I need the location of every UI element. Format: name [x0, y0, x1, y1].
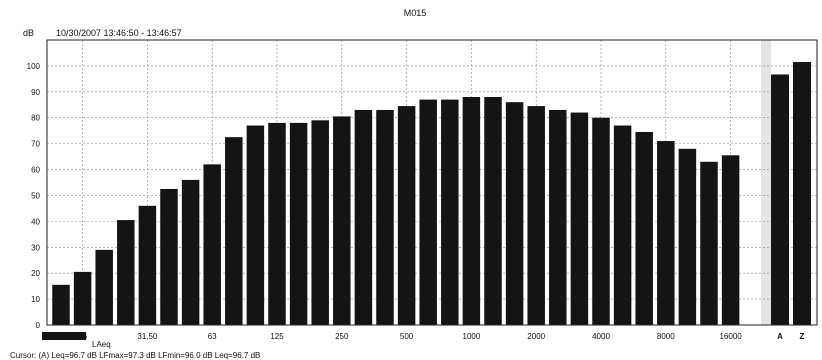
y-axis-unit: dB [23, 28, 34, 38]
bar-band-400 [376, 109, 394, 325]
bar-band-31.5 [138, 205, 157, 325]
total-tick-label: Z [800, 332, 805, 341]
bar-band-500 [397, 106, 416, 326]
legend-label: LAeq [92, 340, 111, 349]
bar-band-100 [246, 125, 265, 325]
x-tick-label: 8000 [657, 332, 675, 341]
bar-band-10000 [678, 148, 697, 325]
bar-band-25 [117, 220, 135, 325]
cursor-readout: Cursor: (A) Leq=96.7 dB LFmax=97.3 dB LF… [10, 351, 260, 360]
bar-band-1000 [462, 97, 481, 325]
bar-band-80 [225, 137, 243, 325]
bar-band-250 [333, 116, 351, 325]
bar-band-50 [181, 179, 200, 325]
bar-band-12.5 [52, 284, 70, 325]
x-tick-label: 2000 [527, 332, 545, 341]
bar-band-16 [73, 271, 92, 325]
y-tick-label: 10 [31, 295, 40, 304]
x-tick-label: 4000 [592, 332, 610, 341]
y-tick-label: 80 [31, 114, 40, 123]
bar-band-63 [203, 164, 221, 325]
separator-band [761, 40, 771, 325]
y-tick-label: 30 [31, 243, 40, 252]
bar-band-2000 [527, 106, 545, 326]
x-tick-label: 125 [270, 332, 284, 341]
bar-band-16000 [721, 155, 740, 325]
bar-band-3150 [570, 112, 589, 325]
y-tick-label: 20 [31, 269, 40, 278]
chart-title: M015 [404, 8, 427, 18]
x-tick-label: 16000 [719, 332, 742, 341]
bar-band-315 [354, 109, 373, 325]
y-tick-label: 0 [36, 321, 41, 330]
bar-band-12500 [700, 161, 718, 325]
bar-layer [52, 62, 811, 326]
y-tick-label: 40 [31, 217, 40, 226]
bar-band-160 [289, 122, 308, 325]
x-tick-label: 1000 [463, 332, 481, 341]
bar-band-800 [441, 99, 459, 325]
x-tick-label: 500 [400, 332, 414, 341]
bar-band-200 [311, 120, 329, 326]
bar-total-A [771, 74, 789, 325]
bar-band-8000 [657, 141, 675, 325]
total-tick-label: A [777, 332, 783, 341]
y-tick-label: 90 [31, 88, 40, 97]
bar-band-125 [268, 122, 286, 325]
bar-band-40 [160, 188, 178, 325]
bar-band-2500 [549, 109, 567, 325]
tick-label-layer: 01020304050607080901001631,5063125250500… [27, 62, 805, 341]
bar-band-1600 [505, 102, 524, 325]
y-tick-label: 50 [31, 191, 40, 200]
bar-total-Z [793, 62, 811, 325]
bar-band-4000 [592, 117, 610, 326]
plot-frame [46, 39, 818, 326]
bar-band-630 [419, 99, 437, 325]
legend-swatch [42, 332, 86, 340]
x-tick-label: 250 [335, 332, 349, 341]
y-tick-label: 70 [31, 140, 40, 149]
bar-band-1250 [484, 97, 502, 325]
y-tick-label: 100 [27, 62, 41, 71]
bar-band-20 [95, 249, 113, 325]
time-range: 10/30/2007 13:46:50 - 13:46:57 [56, 28, 182, 38]
x-tick-label: 31,50 [137, 332, 158, 341]
bar-band-6300 [635, 131, 653, 325]
y-tick-label: 60 [31, 166, 40, 175]
bar-band-5000 [613, 125, 632, 325]
x-tick-label: 63 [208, 332, 217, 341]
